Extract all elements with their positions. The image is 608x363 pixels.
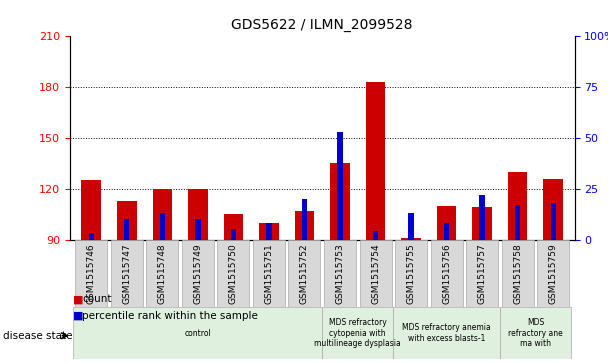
FancyBboxPatch shape [502,240,534,307]
Text: GSM1515759: GSM1515759 [549,243,558,304]
Text: count: count [82,294,112,305]
FancyBboxPatch shape [253,240,285,307]
FancyBboxPatch shape [182,240,214,307]
Bar [259,223,278,240]
Bar [89,233,94,240]
Bar [551,203,556,240]
Text: GSM1515746: GSM1515746 [87,243,95,303]
Text: GSM1515748: GSM1515748 [158,243,167,303]
Bar [124,219,130,240]
FancyBboxPatch shape [466,240,498,307]
Text: GSM1515754: GSM1515754 [371,243,380,303]
Bar [295,211,314,240]
Text: disease state: disease state [3,331,72,341]
FancyBboxPatch shape [359,240,392,307]
Bar [224,214,243,240]
FancyBboxPatch shape [147,240,178,307]
Bar [153,189,172,240]
Text: MDS refractory anemia
with excess blasts-1: MDS refractory anemia with excess blasts… [402,323,491,343]
Text: GSM1515758: GSM1515758 [513,243,522,304]
Title: GDS5622 / ILMN_2099528: GDS5622 / ILMN_2099528 [232,19,413,33]
FancyBboxPatch shape [537,240,569,307]
Bar [401,238,421,240]
Text: GSM1515750: GSM1515750 [229,243,238,304]
Bar [437,206,457,240]
Bar [302,199,307,240]
Bar [337,132,343,240]
Bar [117,201,137,240]
Bar [330,163,350,240]
Text: GSM1515753: GSM1515753 [336,243,345,304]
Text: GSM1515747: GSM1515747 [122,243,131,303]
Text: GSM1515757: GSM1515757 [478,243,486,304]
Bar [195,219,201,240]
Text: GSM1515756: GSM1515756 [442,243,451,304]
Bar [472,207,492,240]
Bar [366,82,385,240]
Bar [544,179,563,240]
Bar [508,172,528,240]
Text: GSM1515752: GSM1515752 [300,243,309,303]
FancyBboxPatch shape [322,307,393,359]
Text: MDS refractory
cytopenia with
multilineage dysplasia: MDS refractory cytopenia with multilinea… [314,318,401,348]
Bar [409,213,414,240]
Bar [266,223,272,240]
FancyBboxPatch shape [430,240,463,307]
FancyBboxPatch shape [218,240,249,307]
Bar [160,213,165,240]
FancyBboxPatch shape [111,240,143,307]
Text: ■: ■ [73,311,83,321]
Text: percentile rank within the sample: percentile rank within the sample [82,311,258,321]
Bar [373,232,378,240]
Bar [188,189,207,240]
Bar [230,229,236,240]
FancyBboxPatch shape [500,307,571,359]
Bar [515,205,520,240]
Text: GSM1515751: GSM1515751 [264,243,274,304]
FancyBboxPatch shape [75,240,107,307]
Text: MDS
refractory ane
ma with: MDS refractory ane ma with [508,318,563,348]
Text: GSM1515755: GSM1515755 [407,243,416,304]
FancyBboxPatch shape [324,240,356,307]
Text: ■: ■ [73,294,83,305]
FancyBboxPatch shape [74,307,322,359]
FancyBboxPatch shape [393,307,500,359]
Text: control: control [184,329,211,338]
Bar [81,180,101,240]
Bar [444,223,449,240]
FancyBboxPatch shape [395,240,427,307]
Text: GSM1515749: GSM1515749 [193,243,202,303]
Bar [480,195,485,240]
FancyBboxPatch shape [288,240,320,307]
